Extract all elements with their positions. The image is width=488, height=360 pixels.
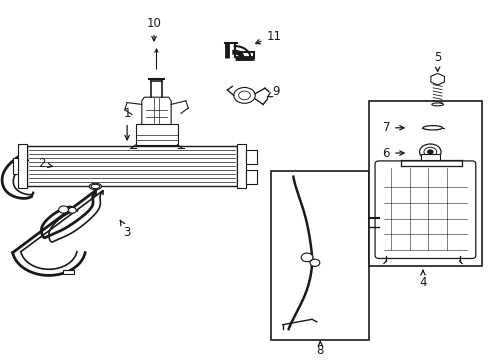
Bar [27,146,237,186]
FancyArrowPatch shape [155,49,158,69]
Polygon shape [142,97,171,128]
Bar [368,101,481,266]
Circle shape [419,144,440,160]
Ellipse shape [91,184,100,189]
Bar [271,171,368,340]
Text: 8: 8 [316,341,324,357]
Bar [237,144,245,188]
Circle shape [68,207,76,213]
Bar [13,158,18,174]
Bar [245,150,256,164]
Circle shape [427,150,432,154]
FancyBboxPatch shape [374,161,475,258]
Text: 9: 9 [266,85,280,98]
Bar [62,270,74,274]
Ellipse shape [89,183,102,190]
Text: 2: 2 [38,157,52,170]
Ellipse shape [431,103,443,106]
Ellipse shape [422,126,442,130]
Circle shape [233,87,255,103]
Text: 7: 7 [382,121,403,134]
Text: 11: 11 [255,30,281,44]
Circle shape [301,253,312,262]
Bar [420,154,439,160]
Bar [18,144,27,188]
Circle shape [238,91,250,100]
Bar [245,170,256,184]
Circle shape [309,259,319,266]
Text: 4: 4 [418,270,426,289]
Circle shape [59,206,68,213]
Text: 3: 3 [120,220,131,239]
Text: 6: 6 [382,147,403,159]
Bar [136,124,177,145]
Text: 5: 5 [433,51,441,71]
Text: 1: 1 [123,107,131,140]
Text: 10: 10 [146,17,161,41]
Circle shape [423,147,436,157]
